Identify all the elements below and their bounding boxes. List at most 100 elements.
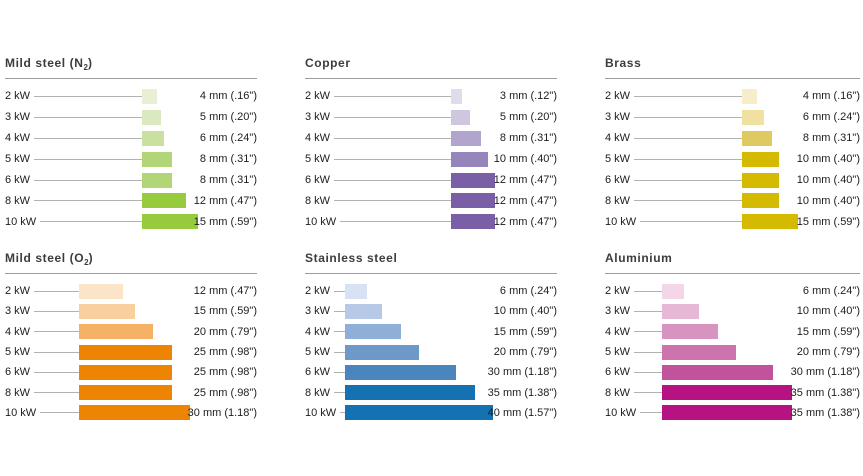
power-label: 10 kW bbox=[605, 406, 637, 419]
leader-line bbox=[34, 290, 79, 292]
power-label: 5 kW bbox=[305, 153, 331, 166]
bar-rows: 2 kW 6 mm (.24") 3 kW 10 mm (.40") 4 kW 15 mm… bbox=[605, 281, 860, 423]
bar bbox=[662, 283, 685, 299]
leader-line bbox=[40, 221, 142, 223]
bar bbox=[451, 193, 496, 209]
chart-row: 5 kW 20 mm (.79") bbox=[305, 342, 557, 362]
thickness-label: 12 mm (.47") bbox=[493, 215, 557, 228]
bar-zone bbox=[142, 151, 257, 167]
bar-zone bbox=[451, 214, 557, 230]
bar bbox=[345, 283, 368, 299]
panel-title-text: Copper bbox=[305, 56, 351, 70]
panel-title-text: Aluminium bbox=[605, 251, 673, 265]
thickness-label: 8 mm (.31") bbox=[802, 132, 860, 145]
thickness-label: 5 mm (.20") bbox=[499, 111, 557, 124]
title-rule bbox=[605, 78, 860, 79]
bar bbox=[662, 385, 792, 401]
thickness-label: 12 mm (.47") bbox=[493, 174, 557, 186]
panel-title: Aluminium bbox=[605, 243, 860, 273]
chart-row: 2 kW 3 mm (.12") bbox=[305, 86, 557, 107]
panel-title-subscript: 2 bbox=[83, 63, 88, 73]
thickness-label: 6 mm (.24") bbox=[802, 285, 860, 298]
power-label: 3 kW bbox=[5, 305, 31, 318]
thickness-label: 3 mm (.12") bbox=[499, 90, 557, 103]
bar-rows: 2 kW 4 mm (.16") 3 kW 6 mm (.24") 4 kW 8 mm (… bbox=[605, 86, 860, 232]
power-label: 5 kW bbox=[5, 153, 31, 166]
thickness-label: 10 mm (.40") bbox=[796, 194, 860, 207]
chart-row: 10 kW 35 mm (1.38") bbox=[605, 403, 860, 423]
power-label: 10 kW bbox=[5, 215, 37, 228]
leader-line bbox=[340, 221, 451, 223]
bar bbox=[79, 324, 153, 340]
leader-line bbox=[334, 310, 345, 312]
title-rule bbox=[605, 273, 860, 274]
bar bbox=[79, 283, 124, 299]
chart-row: 4 kW 15 mm (.59") bbox=[305, 322, 557, 342]
leader-line bbox=[334, 158, 451, 160]
panel-title-text: Brass bbox=[605, 56, 642, 70]
power-label: 5 kW bbox=[5, 346, 31, 359]
bar-zone bbox=[742, 172, 860, 188]
leader-line bbox=[634, 371, 662, 373]
thickness-label: 25 mm (.98") bbox=[193, 366, 257, 379]
bar-zone bbox=[742, 214, 860, 230]
power-label: 2 kW bbox=[5, 285, 31, 298]
bar-zone bbox=[142, 172, 257, 188]
chart-row: 8 kW 25 mm (.98") bbox=[5, 382, 257, 402]
power-label: 8 kW bbox=[605, 194, 631, 207]
panel-title: Mild steel (O2) bbox=[5, 243, 257, 273]
bar-zone bbox=[742, 109, 860, 125]
bar bbox=[79, 405, 190, 421]
thickness-label: 12 mm (.47") bbox=[193, 285, 257, 298]
bar bbox=[142, 109, 161, 125]
leader-line bbox=[340, 412, 345, 414]
bar bbox=[451, 130, 481, 146]
thickness-label: 25 mm (.98") bbox=[193, 346, 257, 359]
thickness-label: 20 mm (.79") bbox=[493, 346, 557, 359]
thickness-label: 8 mm (.31") bbox=[199, 174, 257, 186]
power-label: 4 kW bbox=[5, 325, 31, 338]
bar-rows: 2 kW 6 mm (.24") 3 kW 10 mm (.40") 4 kW 15 mm… bbox=[305, 281, 557, 423]
chart-row: 4 kW 8 mm (.31") bbox=[305, 128, 557, 149]
thickness-label: 10 mm (.40") bbox=[796, 174, 860, 186]
chart-row: 4 kW 6 mm (.24") bbox=[5, 128, 257, 149]
chart-row: 10 kW 30 mm (1.18") bbox=[5, 403, 257, 423]
bar-zone bbox=[742, 88, 860, 104]
chart-row: 6 kW 8 mm (.31") bbox=[5, 170, 257, 191]
leader-line bbox=[634, 179, 742, 181]
power-label: 4 kW bbox=[305, 325, 331, 338]
leader-line bbox=[334, 351, 345, 353]
leader-line bbox=[334, 290, 345, 292]
thickness-label: 35 mm (1.38") bbox=[487, 386, 557, 399]
thickness-label: 15 mm (.59") bbox=[796, 215, 860, 228]
chart-row: 2 kW 6 mm (.24") bbox=[605, 281, 860, 301]
chart-row: 6 kW 30 mm (1.18") bbox=[305, 362, 557, 382]
chart-row: 5 kW 25 mm (.98") bbox=[5, 342, 257, 362]
bar-zone bbox=[662, 364, 860, 380]
power-label: 6 kW bbox=[305, 366, 331, 379]
chart-row: 6 kW 10 mm (.40") bbox=[605, 170, 860, 191]
power-label: 10 kW bbox=[605, 215, 637, 228]
thickness-label: 40 mm (1.57") bbox=[487, 406, 557, 419]
bar bbox=[451, 151, 488, 167]
bar bbox=[662, 405, 792, 421]
bar bbox=[345, 324, 401, 340]
bar-zone bbox=[742, 193, 860, 209]
thickness-label: 15 mm (.59") bbox=[193, 305, 257, 318]
panel-title-text: ) bbox=[87, 56, 93, 70]
thickness-label: 8 mm (.31") bbox=[199, 153, 257, 166]
power-label: 4 kW bbox=[605, 325, 631, 338]
bar-zone bbox=[345, 364, 557, 380]
power-label: 4 kW bbox=[5, 132, 31, 145]
leader-line bbox=[34, 158, 142, 160]
bar bbox=[79, 344, 172, 360]
bar-zone bbox=[79, 364, 257, 380]
bar-zone bbox=[345, 324, 557, 340]
thickness-label: 12 mm (.47") bbox=[193, 194, 257, 207]
bar bbox=[742, 130, 772, 146]
power-label: 2 kW bbox=[305, 90, 331, 103]
leader-line bbox=[34, 179, 142, 181]
chart-row: 3 kW 5 mm (.20") bbox=[305, 107, 557, 128]
thickness-label: 12 mm (.47") bbox=[493, 194, 557, 207]
